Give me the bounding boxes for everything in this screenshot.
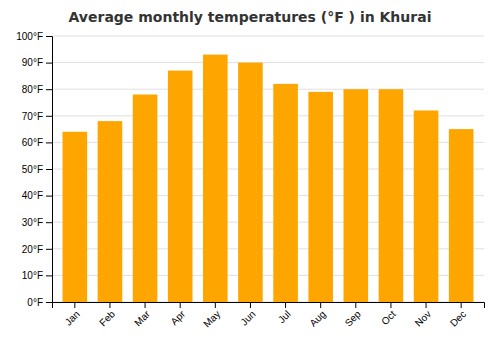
x-tick: Jul — [276, 302, 293, 325]
tick-mark — [46, 302, 52, 303]
bar — [273, 84, 298, 302]
tick-mark — [46, 142, 52, 143]
tick-mark — [109, 302, 110, 308]
tick-label: Jan — [63, 308, 82, 327]
tick-label: Jul — [276, 308, 293, 325]
x-tick: May — [201, 302, 222, 330]
y-tick: 0°F — [27, 297, 52, 308]
tick-label: Apr — [168, 308, 187, 327]
tick-label: Jun — [238, 308, 257, 327]
x-tick: Aug — [307, 302, 327, 329]
tick-mark — [46, 196, 52, 197]
bar — [449, 129, 474, 302]
y-tick: 60°F — [22, 137, 52, 148]
x-tick: Dec — [448, 302, 468, 329]
x-axis: Jan Feb Mar Apr May Jun Jul Aug Sep Oct Nov Dec — [53, 302, 485, 330]
tick-label: May — [201, 308, 222, 329]
x-tick: Mar — [132, 302, 152, 328]
bar — [203, 55, 228, 302]
y-tick: 100°F — [16, 31, 52, 42]
tick-label: Dec — [448, 308, 468, 328]
grid — [52, 36, 484, 302]
tick-mark — [46, 89, 52, 90]
tick-label: Aug — [307, 308, 327, 328]
tick-mark — [46, 36, 52, 37]
tick-label: Nov — [413, 308, 433, 328]
y-tick: 10°F — [22, 270, 52, 281]
tick-mark — [180, 302, 181, 308]
tick-label: 0°F — [27, 297, 43, 308]
y-tick: 80°F — [22, 84, 52, 95]
tick-label: Feb — [97, 308, 117, 328]
tick-label: Sep — [343, 308, 364, 329]
bar — [379, 89, 404, 302]
tick-label: Mar — [132, 308, 152, 328]
bar — [344, 89, 369, 302]
x-tick: Feb — [97, 302, 117, 328]
y-tick: 40°F — [22, 190, 52, 201]
x-tick: Apr — [168, 302, 187, 327]
tick-label: 50°F — [22, 164, 43, 175]
tick-mark — [46, 275, 52, 276]
tick-mark — [461, 302, 462, 308]
y-tick: 20°F — [22, 244, 52, 255]
tick-mark — [46, 249, 52, 250]
bar — [98, 121, 123, 302]
grid-line — [52, 36, 484, 37]
bar — [133, 95, 158, 302]
tick-mark — [215, 302, 216, 308]
tick-label: Oct — [379, 308, 398, 327]
tick-mark — [46, 169, 52, 170]
x-tick: Jun — [238, 302, 257, 328]
tick-mark — [74, 302, 75, 308]
bar — [238, 63, 263, 302]
tick-mark — [46, 222, 52, 223]
tick-mark — [426, 302, 427, 308]
tick-mark — [320, 302, 321, 308]
tick-label: 100°F — [16, 31, 43, 42]
tick-label: 70°F — [22, 111, 43, 122]
tick-label: 30°F — [22, 217, 43, 228]
x-tick: Jan — [63, 302, 82, 328]
axis-line — [46, 37, 53, 303]
tick-label: 60°F — [22, 137, 43, 148]
bar — [63, 132, 88, 302]
tick-label: 10°F — [22, 270, 43, 281]
plot: 0°F 10°F 20°F 30°F 40°F 50°F 60°F 70°F 80°F 90°F 1… — [16, 31, 484, 330]
tick-mark — [285, 302, 286, 308]
tick-mark — [390, 302, 391, 308]
y-tick: 50°F — [22, 164, 52, 175]
chart: 0°F 10°F 20°F 30°F 40°F 50°F 60°F 70°F 80°F 90°F 1… — [0, 0, 500, 350]
tick-mark — [145, 302, 146, 308]
y-axis: 0°F 10°F 20°F 30°F 40°F 50°F 60°F 70°F 80°F 90°F 1… — [16, 31, 52, 308]
y-tick: 70°F — [22, 111, 52, 122]
title: Average monthly temperatures (°F ) in Kh… — [69, 9, 432, 25]
bars — [63, 55, 474, 302]
tick-mark — [46, 63, 52, 64]
tick-label: 40°F — [22, 190, 43, 201]
grid-line — [52, 62, 484, 63]
x-tick: Nov — [413, 302, 433, 329]
tick-label: 90°F — [22, 57, 43, 68]
grid-line — [52, 89, 484, 90]
tick-mark — [250, 302, 251, 308]
bar — [414, 110, 439, 302]
bar — [308, 92, 333, 302]
x-tick: Oct — [379, 302, 398, 327]
axis-line — [53, 303, 485, 309]
y-tick: 90°F — [22, 57, 52, 68]
tick-label: 20°F — [22, 244, 43, 255]
y-tick: 30°F — [22, 217, 52, 228]
tick-label: 80°F — [22, 84, 43, 95]
bar — [168, 71, 193, 302]
tick-mark — [355, 302, 356, 308]
tick-mark — [46, 116, 52, 117]
x-tick: Sep — [343, 302, 364, 329]
